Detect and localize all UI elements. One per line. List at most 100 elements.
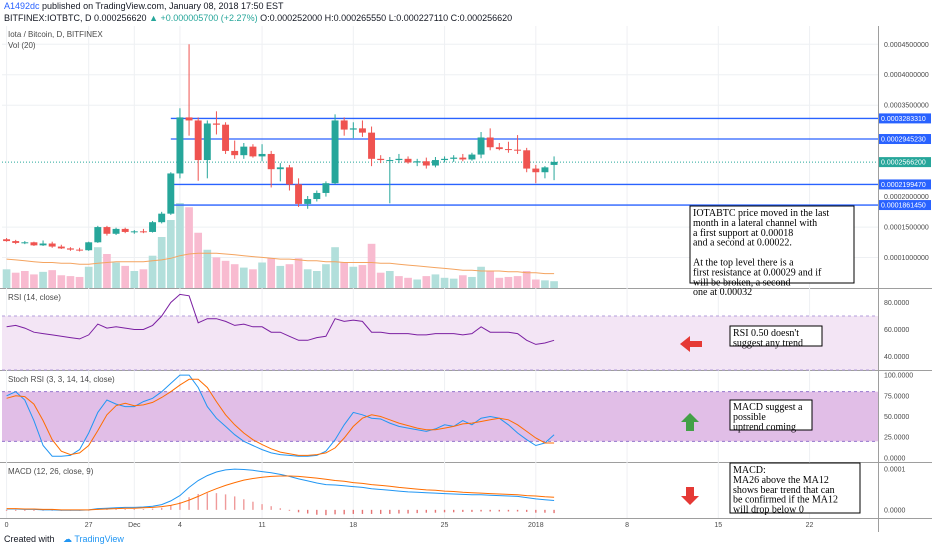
arrow-up-icon (681, 413, 699, 431)
stoch-tick-label: 50.0000 (884, 414, 909, 421)
volume-bar (93, 247, 102, 288)
stoch-note-text: uptrend coming (733, 422, 796, 433)
chart-canvas[interactable]: 0.0004500000 0.0004000000 0.0003500000 0.00… (0, 26, 932, 532)
candle-body (523, 150, 531, 169)
candle-body (404, 158, 412, 163)
date-tick-label: 0 (5, 522, 9, 529)
volume-bar (349, 266, 358, 288)
stoch-d-line (6, 378, 555, 456)
macd-histogram-bar (452, 509, 455, 513)
candle-body (276, 167, 284, 170)
author-link[interactable]: A1492dc (4, 1, 40, 11)
date-tick-label: 15 (714, 522, 722, 529)
candle-body (203, 123, 211, 161)
candle-body (504, 149, 512, 151)
macd-histogram-bar (507, 509, 510, 512)
volume-bar (495, 277, 504, 288)
macd-histogram-bar (151, 508, 154, 510)
ohlc-values: O:0.000252000 H:0.000265550 L:0.00022711… (257, 13, 513, 23)
candle-body (240, 146, 248, 156)
macd-histogram-bar (261, 504, 263, 510)
volume-bar (358, 265, 367, 288)
main-note-text: a first support at 0.00018 (693, 228, 793, 239)
candle-body (158, 213, 166, 223)
price-tick-label: 0.0003500000 (884, 103, 929, 110)
stoch-note-text: MACD suggest a (733, 402, 803, 413)
date-tick-label: 18 (349, 522, 357, 529)
volume-bar (550, 281, 558, 288)
volume-bar (431, 274, 440, 288)
candle-body (57, 246, 65, 249)
macd-histogram-bar (243, 499, 245, 510)
volume-bar (513, 276, 522, 288)
macd-note-text: MA26 above the MA12 (733, 475, 829, 486)
date-tick-label: 2018 (528, 522, 544, 529)
macd-histogram-bar (544, 509, 546, 513)
date-tick-label: 22 (806, 522, 814, 529)
candle-body (66, 248, 74, 250)
candle-body (85, 242, 93, 251)
date-tick-label: 25 (441, 522, 449, 529)
macd-histogram-bar (462, 509, 464, 512)
volume-bar (203, 249, 212, 288)
macd-histogram-bar (389, 509, 391, 514)
candle-body (12, 241, 20, 243)
stoch-tick-label: 75.0000 (884, 393, 909, 400)
volume-bar (449, 278, 458, 288)
candle-body (340, 120, 348, 130)
volume-bar (395, 276, 403, 288)
candle-body (139, 231, 147, 233)
candle-body (459, 157, 467, 160)
volume-bar (404, 277, 412, 288)
macd-histogram-bar (553, 509, 555, 514)
price-tick-label: 0.0001000000 (884, 255, 929, 262)
volume-bar (367, 243, 376, 288)
symbol-info: BITFINEX:IOTBTC, D 0.000256620 ▲ +0.0000… (4, 13, 512, 23)
main-note-box (689, 205, 855, 284)
volume-bar (322, 264, 330, 288)
macd-histogram-bar (325, 509, 327, 516)
macd-histogram-bar (179, 502, 181, 510)
macd-pane-title: MACD (12, 26, close, 9) (8, 467, 94, 476)
volume-bar (249, 269, 257, 288)
volume-bar (112, 262, 120, 288)
rsi-note-text: suggest any trend (733, 338, 803, 349)
volume-bar (2, 269, 11, 288)
candle-body (386, 160, 394, 162)
price-tick-label: 0.0002000000 (884, 194, 929, 201)
volume-bar (267, 258, 276, 288)
volume-bar (20, 271, 29, 288)
volume-bar (331, 247, 339, 288)
candle-body (541, 167, 549, 173)
stoch-note-box (729, 399, 813, 431)
main-note-text: will be broken, a second (693, 277, 790, 288)
cloud-icon: ☁ (63, 534, 73, 544)
volume-bar (176, 203, 184, 288)
candle-body (21, 242, 29, 244)
candle-body (149, 222, 157, 232)
price-tick-label: 0.0004000000 (884, 72, 929, 79)
candle-body (48, 243, 56, 247)
candle-body (450, 157, 458, 159)
candle-body (532, 168, 540, 173)
macd-histogram-bar (316, 509, 318, 515)
candle-body (121, 228, 129, 232)
price-tick-label: 0.0004500000 (884, 42, 929, 49)
stoch-tick-label: 100.0000 (884, 373, 913, 380)
date-tick-label: 27 (85, 522, 93, 529)
macd-histogram-bar (379, 509, 382, 514)
volume-bar (39, 271, 47, 288)
candle-body (514, 149, 522, 151)
rsi-tick-label: 60.0000 (884, 327, 909, 334)
candle-body (368, 132, 376, 159)
volume-bar (531, 279, 540, 288)
publish-text: published on TradingView.com, January 08… (39, 1, 284, 11)
macd-histogram-bar (480, 509, 482, 512)
candle-body (477, 137, 485, 155)
volume-bar (303, 269, 312, 288)
tradingview-logo[interactable]: ☁ TradingView (63, 534, 124, 544)
created-with-text: Created with (4, 534, 55, 544)
volume-bar (477, 266, 485, 288)
macd-histogram-bar (370, 509, 373, 514)
volume-bar (294, 258, 303, 288)
